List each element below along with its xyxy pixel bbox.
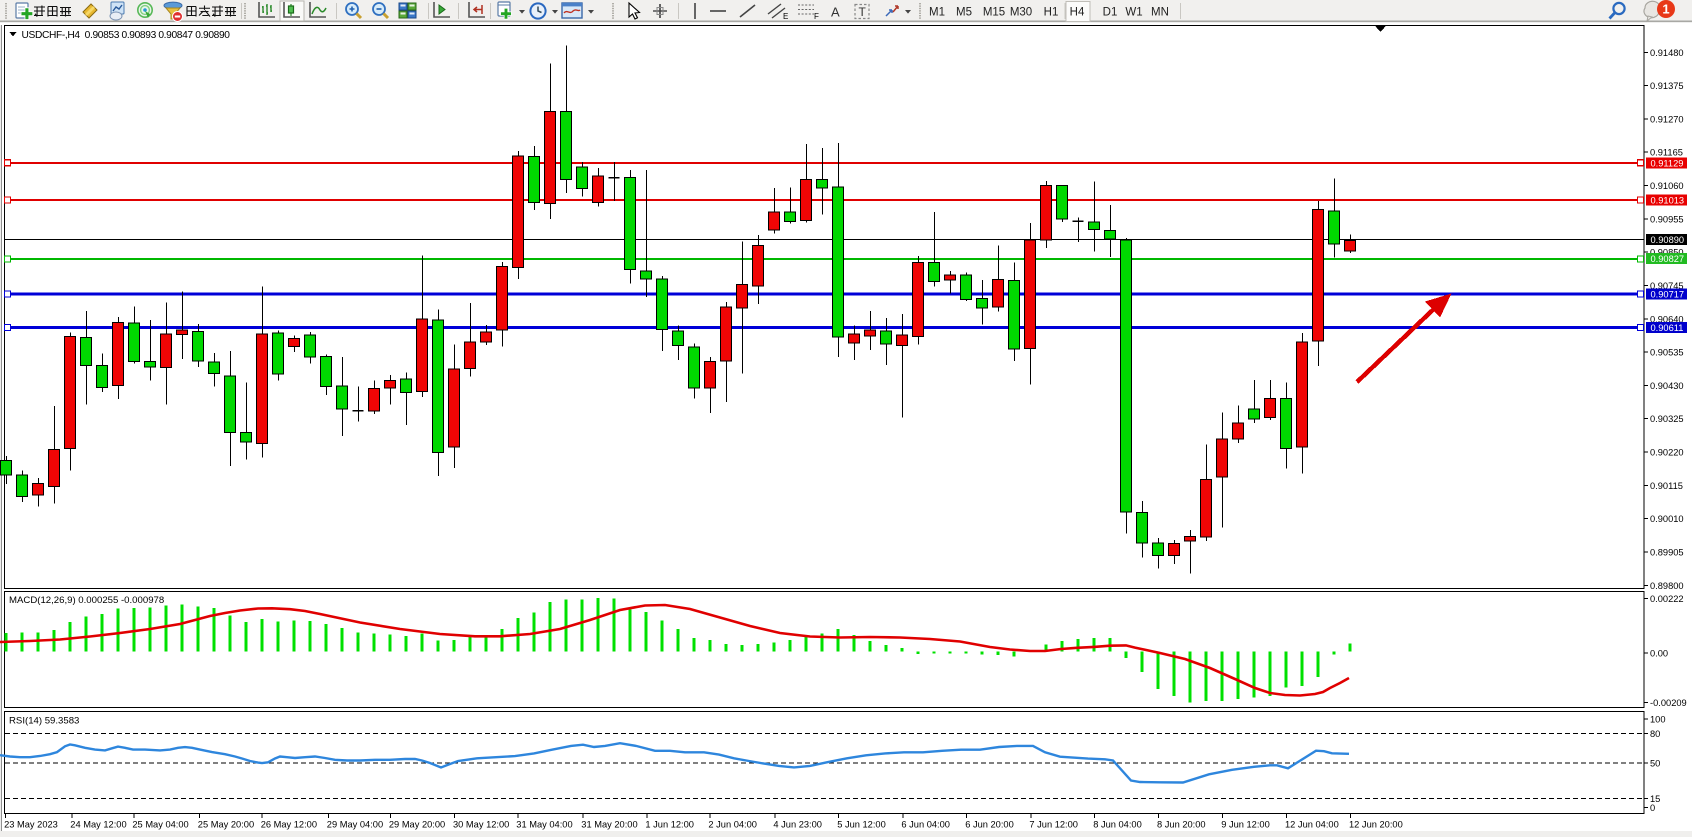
svg-text:24 May 12:00: 24 May 12:00	[70, 820, 126, 830]
svg-text:0.90717: 0.90717	[1651, 290, 1685, 300]
svg-text:0.91165: 0.91165	[1650, 148, 1683, 158]
svg-text:8 Jun 20:00: 8 Jun 20:00	[1157, 820, 1206, 830]
svg-text:6 Jun 20:00: 6 Jun 20:00	[965, 820, 1014, 830]
svg-text:F: F	[814, 12, 819, 21]
svg-text:1: 1	[1662, 2, 1669, 17]
svg-text:E: E	[783, 12, 788, 21]
svg-text:M1: M1	[929, 7, 945, 19]
svg-text:7 Jun 12:00: 7 Jun 12:00	[1029, 820, 1078, 830]
svg-text:0.91480: 0.91480	[1650, 48, 1684, 58]
svg-text:50: 50	[1650, 759, 1660, 769]
svg-text:0.90827: 0.90827	[1651, 254, 1685, 264]
svg-text:29 May 04:00: 29 May 04:00	[327, 820, 383, 830]
svg-text:31 May 20:00: 31 May 20:00	[581, 820, 637, 830]
svg-text:0.91013: 0.91013	[1651, 196, 1685, 206]
svg-text:0.91129: 0.91129	[1651, 158, 1684, 168]
svg-text:0.90220: 0.90220	[1650, 448, 1684, 458]
svg-text:8 Jun 04:00: 8 Jun 04:00	[1093, 820, 1142, 830]
svg-text:0.00222: 0.00222	[1650, 594, 1684, 604]
svg-text:12 Jun 20:00: 12 Jun 20:00	[1349, 820, 1403, 830]
svg-text:5 Jun 12:00: 5 Jun 12:00	[837, 820, 886, 830]
svg-text:0.91270: 0.91270	[1650, 114, 1684, 124]
svg-text:0: 0	[1650, 803, 1655, 813]
svg-text:0.90640: 0.90640	[1650, 314, 1684, 324]
svg-text:0.90745: 0.90745	[1650, 281, 1684, 291]
svg-text:0.00: 0.00	[1650, 648, 1668, 658]
svg-text:0.90430: 0.90430	[1650, 381, 1684, 391]
svg-text:MACD(12,26,9) 0.000255 -0.0009: MACD(12,26,9) 0.000255 -0.000978	[9, 595, 164, 606]
svg-text:1 Jun 12:00: 1 Jun 12:00	[645, 820, 694, 830]
svg-text:26 May 12:00: 26 May 12:00	[261, 820, 317, 830]
svg-text:9 Jun 12:00: 9 Jun 12:00	[1221, 820, 1270, 830]
svg-text:15: 15	[1650, 794, 1660, 804]
svg-text:MN: MN	[1151, 7, 1169, 19]
svg-text:0.90611: 0.90611	[1651, 323, 1684, 333]
svg-text:H4: H4	[1070, 7, 1085, 19]
svg-text:0.91060: 0.91060	[1650, 181, 1684, 191]
svg-text:100: 100	[1650, 714, 1666, 724]
svg-text:31 May 04:00: 31 May 04:00	[516, 820, 572, 830]
svg-text:0.90890: 0.90890	[1651, 235, 1685, 245]
svg-text:USDCHF-,H4 0.90853 0.90893 0.: USDCHF-,H4 0.90853 0.90893 0.90847 0.908…	[22, 30, 231, 41]
svg-text:A: A	[831, 5, 840, 20]
svg-text:0.90325: 0.90325	[1650, 414, 1684, 424]
svg-text:0.90850: 0.90850	[1650, 248, 1684, 258]
svg-text:0.90535: 0.90535	[1650, 348, 1684, 358]
svg-text:6 Jun 04:00: 6 Jun 04:00	[901, 820, 950, 830]
svg-text:0.91375: 0.91375	[1650, 81, 1684, 91]
svg-text:0.90115: 0.90115	[1650, 481, 1683, 491]
svg-text:2 Jun 04:00: 2 Jun 04:00	[708, 820, 757, 830]
svg-text:M5: M5	[956, 7, 972, 19]
svg-text:RSI(14) 59.3583: RSI(14) 59.3583	[9, 716, 79, 727]
svg-text:M30: M30	[1010, 7, 1032, 19]
svg-text:0.89905: 0.89905	[1650, 547, 1684, 557]
svg-text:30 May 12:00: 30 May 12:00	[453, 820, 509, 830]
svg-text:W1: W1	[1125, 7, 1142, 19]
svg-text:29 May 20:00: 29 May 20:00	[389, 820, 445, 830]
svg-text:D1: D1	[1103, 7, 1118, 19]
svg-text:0.90955: 0.90955	[1650, 214, 1684, 224]
svg-text:12 Jun 04:00: 12 Jun 04:00	[1285, 820, 1339, 830]
svg-text:0.89800: 0.89800	[1650, 581, 1684, 591]
svg-text:25 May 20:00: 25 May 20:00	[198, 820, 254, 830]
svg-text:4 Jun 23:00: 4 Jun 23:00	[773, 820, 822, 830]
svg-text:M15: M15	[983, 7, 1005, 19]
svg-text:0.90010: 0.90010	[1650, 514, 1684, 524]
svg-text:23 May 2023: 23 May 2023	[4, 820, 58, 830]
svg-text:25 May 04:00: 25 May 04:00	[132, 820, 188, 830]
svg-text:80: 80	[1650, 729, 1660, 739]
svg-text:T: T	[859, 5, 867, 19]
svg-text:-0.00209: -0.00209	[1650, 698, 1687, 708]
svg-text:H1: H1	[1044, 7, 1059, 19]
